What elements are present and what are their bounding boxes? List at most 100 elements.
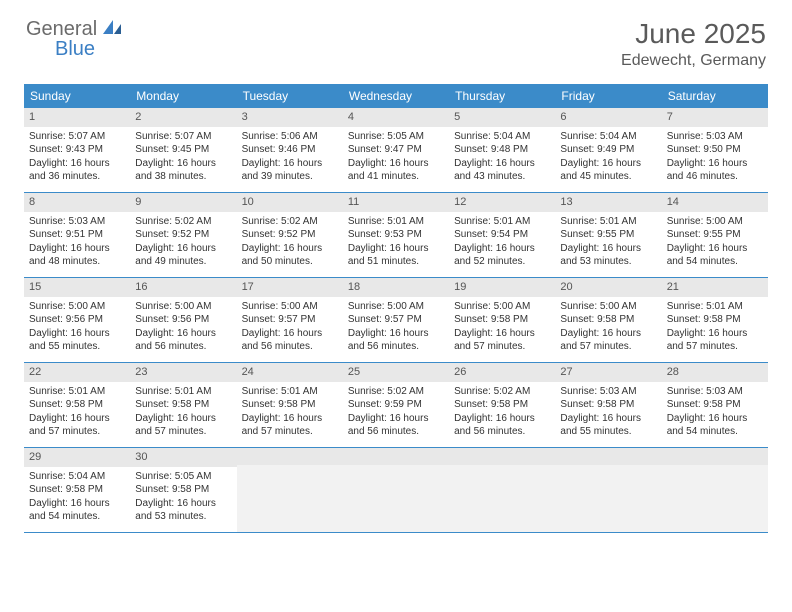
day-cell: 1Sunrise: 5:07 AMSunset: 9:43 PMDaylight… xyxy=(24,108,130,192)
empty-day-cell xyxy=(555,448,661,532)
sunrise-text: Sunrise: 5:00 AM xyxy=(454,300,550,314)
day-cell: 4Sunrise: 5:05 AMSunset: 9:47 PMDaylight… xyxy=(343,108,449,192)
daylight-text: Daylight: 16 hours xyxy=(348,327,444,341)
day-cell: 14Sunrise: 5:00 AMSunset: 9:55 PMDayligh… xyxy=(662,193,768,277)
daylight-text: and 55 minutes. xyxy=(29,340,125,354)
day-number: 23 xyxy=(130,363,236,382)
day-body: Sunrise: 5:04 AMSunset: 9:49 PMDaylight:… xyxy=(555,127,661,190)
day-number: 27 xyxy=(555,363,661,382)
sunrise-text: Sunrise: 5:01 AM xyxy=(29,385,125,399)
sunrise-text: Sunrise: 5:01 AM xyxy=(667,300,763,314)
day-body: Sunrise: 5:00 AMSunset: 9:58 PMDaylight:… xyxy=(449,297,555,360)
logo: General Blue xyxy=(26,18,123,41)
day-cell: 10Sunrise: 5:02 AMSunset: 9:52 PMDayligh… xyxy=(237,193,343,277)
day-body: Sunrise: 5:00 AMSunset: 9:56 PMDaylight:… xyxy=(130,297,236,360)
day-body: Sunrise: 5:05 AMSunset: 9:58 PMDaylight:… xyxy=(130,467,236,530)
daylight-text: Daylight: 16 hours xyxy=(454,327,550,341)
day-number: 15 xyxy=(24,278,130,297)
daylight-text: Daylight: 16 hours xyxy=(454,157,550,171)
day-body: Sunrise: 5:03 AMSunset: 9:58 PMDaylight:… xyxy=(662,382,768,445)
daylight-text: and 53 minutes. xyxy=(135,510,231,524)
day-cell: 2Sunrise: 5:07 AMSunset: 9:45 PMDaylight… xyxy=(130,108,236,192)
day-cell: 8Sunrise: 5:03 AMSunset: 9:51 PMDaylight… xyxy=(24,193,130,277)
daylight-text: and 57 minutes. xyxy=(135,425,231,439)
sunset-text: Sunset: 9:47 PM xyxy=(348,143,444,157)
day-cell: 3Sunrise: 5:06 AMSunset: 9:46 PMDaylight… xyxy=(237,108,343,192)
sunset-text: Sunset: 9:54 PM xyxy=(454,228,550,242)
day-body: Sunrise: 5:01 AMSunset: 9:58 PMDaylight:… xyxy=(24,382,130,445)
location-label: Edewecht, Germany xyxy=(621,52,766,70)
day-number: 8 xyxy=(24,193,130,212)
day-number: 14 xyxy=(662,193,768,212)
day-cell: 18Sunrise: 5:00 AMSunset: 9:57 PMDayligh… xyxy=(343,278,449,362)
daylight-text: and 45 minutes. xyxy=(560,170,656,184)
daylight-text: Daylight: 16 hours xyxy=(135,157,231,171)
daylight-text: Daylight: 16 hours xyxy=(667,327,763,341)
day-body: Sunrise: 5:02 AMSunset: 9:59 PMDaylight:… xyxy=(343,382,449,445)
day-body: Sunrise: 5:01 AMSunset: 9:55 PMDaylight:… xyxy=(555,212,661,275)
daylight-text: and 48 minutes. xyxy=(29,255,125,269)
daylight-text: Daylight: 16 hours xyxy=(454,412,550,426)
day-cell: 7Sunrise: 5:03 AMSunset: 9:50 PMDaylight… xyxy=(662,108,768,192)
weekday-header: Monday xyxy=(130,84,236,108)
daylight-text: and 56 minutes. xyxy=(454,425,550,439)
day-number: 5 xyxy=(449,108,555,127)
day-cell: 24Sunrise: 5:01 AMSunset: 9:58 PMDayligh… xyxy=(237,363,343,447)
daylight-text: and 57 minutes. xyxy=(667,340,763,354)
sunset-text: Sunset: 9:46 PM xyxy=(242,143,338,157)
daylight-text: and 43 minutes. xyxy=(454,170,550,184)
sunset-text: Sunset: 9:57 PM xyxy=(242,313,338,327)
sunset-text: Sunset: 9:43 PM xyxy=(29,143,125,157)
day-number: 20 xyxy=(555,278,661,297)
week-row: 8Sunrise: 5:03 AMSunset: 9:51 PMDaylight… xyxy=(24,193,768,278)
sunset-text: Sunset: 9:58 PM xyxy=(454,398,550,412)
day-body: Sunrise: 5:07 AMSunset: 9:45 PMDaylight:… xyxy=(130,127,236,190)
page-header: General Blue June 2025 Edewecht, Germany xyxy=(0,0,792,78)
day-number: 28 xyxy=(662,363,768,382)
day-body: Sunrise: 5:03 AMSunset: 9:58 PMDaylight:… xyxy=(555,382,661,445)
weekday-header-row: Sunday Monday Tuesday Wednesday Thursday… xyxy=(24,84,768,108)
daylight-text: Daylight: 16 hours xyxy=(242,157,338,171)
day-body: Sunrise: 5:01 AMSunset: 9:54 PMDaylight:… xyxy=(449,212,555,275)
daylight-text: and 56 minutes. xyxy=(242,340,338,354)
empty-day-cell xyxy=(449,448,555,532)
day-body: Sunrise: 5:04 AMSunset: 9:48 PMDaylight:… xyxy=(449,127,555,190)
sunrise-text: Sunrise: 5:02 AM xyxy=(454,385,550,399)
day-body: Sunrise: 5:01 AMSunset: 9:58 PMDaylight:… xyxy=(237,382,343,445)
day-body: Sunrise: 5:01 AMSunset: 9:53 PMDaylight:… xyxy=(343,212,449,275)
daylight-text: and 57 minutes. xyxy=(560,340,656,354)
day-number: 30 xyxy=(130,448,236,467)
sunset-text: Sunset: 9:57 PM xyxy=(348,313,444,327)
sunset-text: Sunset: 9:56 PM xyxy=(135,313,231,327)
daylight-text: Daylight: 16 hours xyxy=(135,327,231,341)
day-body: Sunrise: 5:02 AMSunset: 9:52 PMDaylight:… xyxy=(130,212,236,275)
day-number: 6 xyxy=(555,108,661,127)
title-block: June 2025 Edewecht, Germany xyxy=(621,18,766,70)
weekday-header: Tuesday xyxy=(237,84,343,108)
day-cell: 29Sunrise: 5:04 AMSunset: 9:58 PMDayligh… xyxy=(24,448,130,532)
week-row: 29Sunrise: 5:04 AMSunset: 9:58 PMDayligh… xyxy=(24,448,768,533)
sunset-text: Sunset: 9:58 PM xyxy=(667,398,763,412)
day-body: Sunrise: 5:00 AMSunset: 9:56 PMDaylight:… xyxy=(24,297,130,360)
day-cell: 11Sunrise: 5:01 AMSunset: 9:53 PMDayligh… xyxy=(343,193,449,277)
day-cell: 17Sunrise: 5:00 AMSunset: 9:57 PMDayligh… xyxy=(237,278,343,362)
daylight-text: and 49 minutes. xyxy=(135,255,231,269)
daylight-text: Daylight: 16 hours xyxy=(242,412,338,426)
day-number: 29 xyxy=(24,448,130,467)
day-cell: 20Sunrise: 5:00 AMSunset: 9:58 PMDayligh… xyxy=(555,278,661,362)
daylight-text: and 56 minutes. xyxy=(348,425,444,439)
weekday-header: Sunday xyxy=(24,84,130,108)
sunrise-text: Sunrise: 5:07 AM xyxy=(135,130,231,144)
sunrise-text: Sunrise: 5:00 AM xyxy=(348,300,444,314)
day-body: Sunrise: 5:00 AMSunset: 9:57 PMDaylight:… xyxy=(343,297,449,360)
weekday-header: Thursday xyxy=(449,84,555,108)
day-cell: 12Sunrise: 5:01 AMSunset: 9:54 PMDayligh… xyxy=(449,193,555,277)
daylight-text: and 54 minutes. xyxy=(667,425,763,439)
day-body: Sunrise: 5:05 AMSunset: 9:47 PMDaylight:… xyxy=(343,127,449,190)
sunrise-text: Sunrise: 5:03 AM xyxy=(667,385,763,399)
month-title: June 2025 xyxy=(621,18,766,50)
sunrise-text: Sunrise: 5:01 AM xyxy=(454,215,550,229)
week-row: 15Sunrise: 5:00 AMSunset: 9:56 PMDayligh… xyxy=(24,278,768,363)
day-number: 7 xyxy=(662,108,768,127)
daylight-text: Daylight: 16 hours xyxy=(560,327,656,341)
